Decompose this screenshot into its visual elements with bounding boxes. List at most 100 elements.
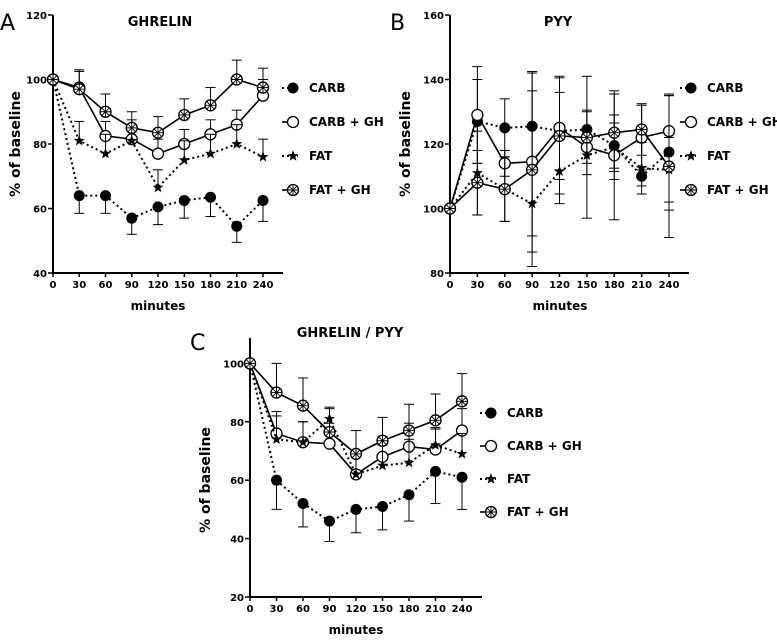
legend-label: CARB — [507, 406, 543, 420]
x-tick-label: 30 — [270, 604, 284, 615]
chart-title: GHRELIN — [128, 15, 192, 30]
legend-item: CARB + GH — [282, 115, 384, 129]
data-point — [297, 436, 309, 447]
data-point — [376, 434, 389, 447]
x-tick-label: 90 — [125, 280, 139, 291]
marker-cross — [152, 127, 164, 139]
marker-cross — [100, 106, 111, 118]
legend-label: FAT + GH — [309, 183, 371, 197]
data-point — [525, 163, 539, 176]
marker-cross — [685, 184, 697, 196]
x-tick-label: 180 — [399, 604, 420, 615]
legend-marker — [286, 115, 300, 129]
marker-cross — [444, 203, 456, 214]
legend-marker — [287, 82, 299, 94]
data-point — [125, 121, 138, 135]
data-point — [456, 448, 468, 459]
x-tick-label: 30 — [470, 280, 484, 291]
data-point — [323, 425, 336, 439]
legend-item: CARB + GH — [680, 115, 777, 129]
x-tick-label: 120 — [549, 280, 570, 291]
y-tick-label: 100 — [423, 205, 444, 216]
y-tick-label: 60 — [230, 476, 244, 487]
data-point — [580, 131, 594, 144]
data-point — [257, 151, 269, 162]
marker-cross — [485, 506, 497, 518]
marker-cross — [663, 161, 675, 173]
legend-item: FAT + GH — [282, 183, 371, 197]
x-axis-label: minutes — [533, 299, 588, 313]
data-point — [73, 134, 85, 146]
y-tick-label: 100 — [26, 76, 47, 87]
x-axis-label: minutes — [131, 299, 186, 313]
x-tick-label: 150 — [174, 280, 195, 291]
x-tick-label: 0 — [447, 280, 454, 291]
panel-label: A — [0, 11, 15, 36]
data-point — [231, 220, 243, 232]
legend-label: CARB + GH — [707, 115, 777, 129]
data-point — [151, 126, 165, 139]
y-tick-label: 80 — [430, 269, 444, 280]
series-fat-gh — [46, 59, 270, 139]
marker-cross — [244, 357, 256, 369]
x-tick-label: 240 — [253, 280, 274, 291]
data-point — [608, 126, 621, 139]
x-tick-label: 210 — [631, 280, 652, 291]
marker-cross — [636, 123, 648, 135]
marker-cross — [430, 414, 441, 426]
x-tick-label: 0 — [50, 280, 57, 291]
y-tick-label: 40 — [230, 535, 244, 546]
x-tick-label: 90 — [323, 604, 337, 615]
y-tick-label: 120 — [423, 140, 444, 151]
data-point — [350, 468, 362, 480]
data-point — [73, 190, 85, 202]
data-point — [152, 181, 164, 193]
x-axis-label: minutes — [329, 623, 384, 637]
y-tick-label: 80 — [33, 140, 47, 151]
data-point — [635, 123, 648, 136]
data-point — [297, 498, 309, 510]
legend-item: FAT + GH — [680, 183, 769, 197]
panel-label: C — [190, 331, 205, 356]
legend-label: FAT — [309, 149, 333, 163]
marker-cross — [456, 395, 468, 407]
data-point — [376, 459, 389, 471]
data-point — [46, 73, 60, 86]
series-fat-gh — [243, 357, 469, 461]
marker-cross — [297, 400, 309, 412]
data-point — [205, 191, 216, 203]
data-point — [271, 474, 282, 486]
legend-marker — [684, 115, 698, 129]
legend-label: CARB — [707, 81, 743, 95]
data-point — [350, 503, 362, 515]
legend-marker — [286, 183, 300, 197]
panel-C: C GHRELIN / PYY 20 40 60 80 100 0 30 60 90 120 150 18… — [190, 326, 582, 637]
data-point — [270, 433, 283, 444]
data-point — [99, 105, 112, 118]
x-tick-label: 120 — [148, 280, 169, 291]
legend-marker — [484, 439, 498, 453]
marker-cross — [231, 74, 243, 85]
legend-item: CARB + GH — [480, 439, 582, 453]
y-axis-label: % of baseline — [198, 427, 214, 533]
data-point — [243, 357, 257, 370]
y-tick-label: 80 — [230, 418, 244, 429]
legend-marker — [684, 183, 698, 197]
data-point — [296, 399, 310, 412]
legend-label: FAT — [707, 149, 731, 163]
marker-cross — [126, 122, 138, 134]
y-tick-label: 160 — [423, 11, 444, 22]
x-tick-label: 210 — [226, 280, 247, 291]
x-tick-label: 90 — [525, 280, 539, 291]
data-point — [151, 147, 165, 160]
series-fat-gh — [443, 72, 676, 268]
legend-label: FAT + GH — [507, 505, 569, 519]
legend-item: FAT — [680, 149, 731, 163]
legend-marker — [485, 407, 497, 419]
marker-cross — [324, 426, 335, 438]
data-point — [100, 190, 111, 202]
x-tick-label: 210 — [425, 604, 446, 615]
legend-label: CARB + GH — [309, 115, 384, 129]
chart-title: GHRELIN / PYY — [297, 326, 404, 341]
marker-cross — [581, 132, 593, 144]
